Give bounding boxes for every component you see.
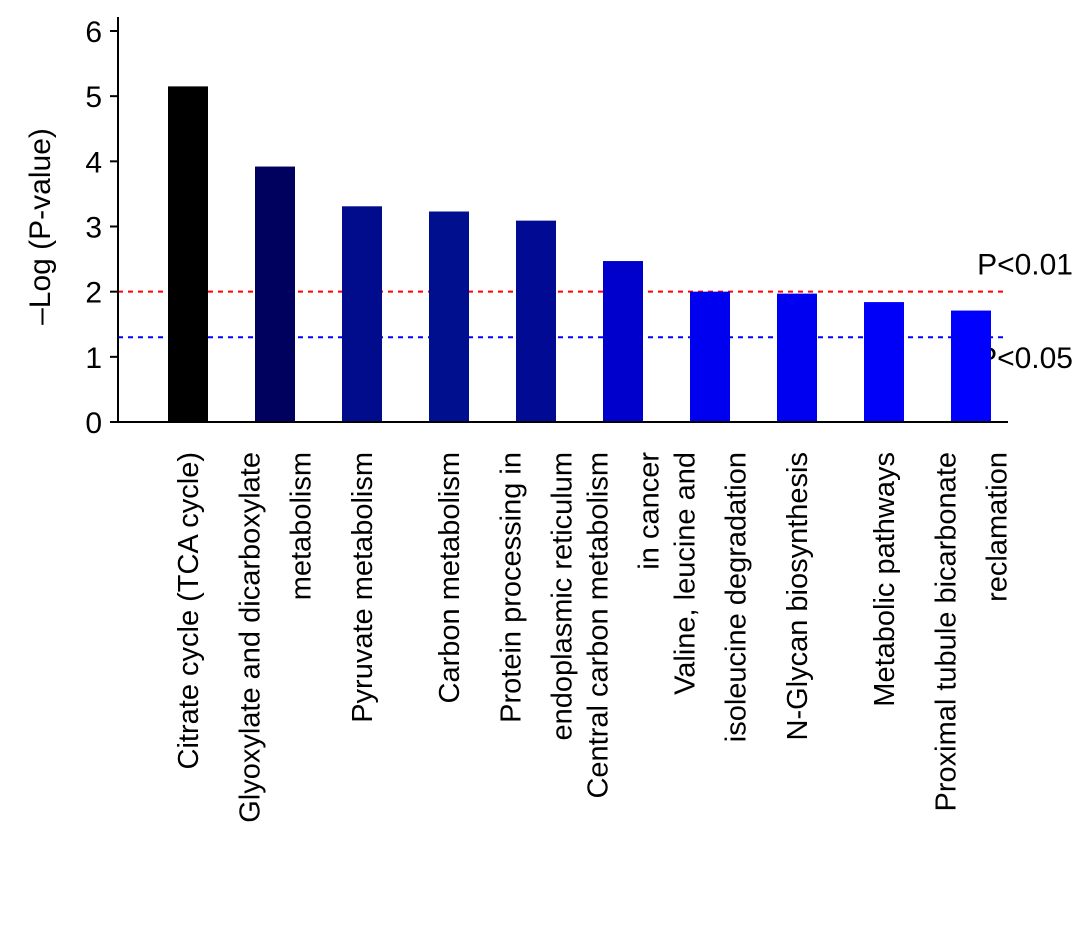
x-category-label-line: reclamation [982,452,1014,602]
bars [168,86,991,423]
x-category-label-line: Central carbon metabolism [583,452,615,799]
reference-lines: P<0.01 P<0.05 [118,249,1073,375]
x-category-label-line: Citrate cycle (TCA cycle) [173,452,205,769]
y-tick-label: 0 [85,407,102,440]
bar [168,86,208,423]
bar [864,302,904,422]
x-category-label: N-Glycan biosynthesis [782,452,814,741]
category-labels: Citrate cycle (TCA cycle) Glyoxylate and … [173,452,1014,823]
y-tick-label: 5 [85,81,102,114]
x-category-label-line: N-Glycan biosynthesis [782,452,814,741]
x-category-label-line: metabolism [286,452,318,600]
x-category-label-line: Carbon metabolism [434,452,466,703]
x-category-label: Citrate cycle (TCA cycle) [173,452,205,769]
x-category-label-line: Protein processing in [496,452,528,723]
bar [255,166,295,422]
y-tick-label: 3 [85,212,102,245]
reference-line-label: P<0.01 [977,249,1073,282]
bar [777,293,817,422]
x-category-label-line: Glyoxylate and dicarboxylate [235,452,267,823]
bar [516,220,556,422]
y-axis-title: –Log (P-value) [24,128,57,325]
x-category-label-line: endoplasmic reticulum [547,452,579,741]
y-tick-label: 2 [85,277,102,310]
bar [342,206,382,422]
x-category-label: Pyruvate metabolism [347,452,379,723]
x-category-label-line: Metabolic pathways [869,452,901,707]
y-axis-ticks: 0 1 2 3 4 5 6 [85,16,118,440]
x-category-label-line: in cancer [634,452,666,570]
axes [117,17,1008,423]
bar [429,211,469,422]
y-tick-label: 1 [85,342,102,375]
x-category-label: Glyoxylate and dicarboxylate metabolism [235,452,318,823]
x-category-label-line: Proximal tubule bicarbonate [931,452,963,811]
x-category-label: Central carbon metabolism in cancer [583,452,666,799]
y-tick-label: 6 [85,16,102,49]
x-category-label: Metabolic pathways [869,452,901,707]
bar [690,291,730,422]
y-tick-label: 4 [85,146,102,179]
x-category-label-line: Valine, leucine and [670,452,702,695]
reference-line-label: P<0.05 [977,342,1073,375]
x-category-label: Carbon metabolism [434,452,466,703]
bar [603,261,643,422]
x-category-label: Valine, leucine and isoleucine degradatio… [670,452,753,742]
x-category-label: Proximal tubule bicarbonate reclamation [931,452,1014,811]
x-category-label-line: Pyruvate metabolism [347,452,379,723]
x-category-label: Protein processing in endoplasmic reticul… [496,452,579,741]
bar [951,310,991,422]
x-category-label-line: isoleucine degradation [721,452,753,742]
